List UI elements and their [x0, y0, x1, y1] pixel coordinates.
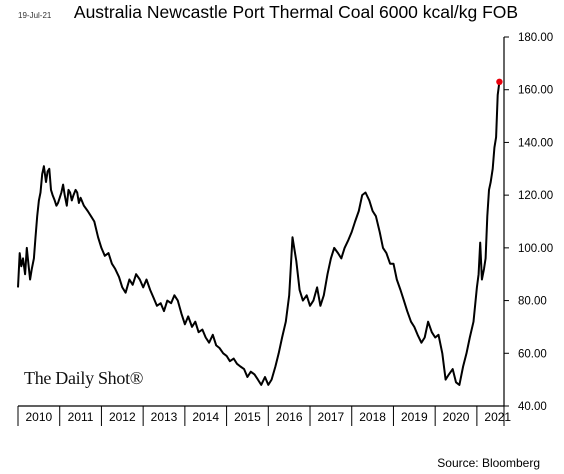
y-tick-label: 120.00 — [518, 190, 553, 202]
y-tick-label: 80.00 — [518, 296, 547, 308]
y-tick-label: 160.00 — [518, 85, 553, 97]
x-tick-label: 2010 — [26, 410, 53, 424]
x-tick-label: 2021 — [484, 410, 511, 424]
x-tick-label: 2018 — [359, 410, 386, 424]
y-tick-label: 180.00 — [518, 32, 553, 44]
x-tick-label: 2017 — [318, 410, 345, 424]
x-axis: 2010 2011 2012 2013 2014 2015 2016 2017 2018 2019… — [17, 405, 511, 426]
series-line — [17, 81, 501, 386]
y-axis: 40.00 60.00 80.00 100.00 120.00 140.00 160.00 1… — [503, 32, 553, 413]
x-tick-label: 2013 — [151, 410, 178, 424]
date-stamp: 19-Jul-21 — [18, 11, 52, 20]
x-tick-label: 2015 — [234, 410, 261, 424]
x-tick-label: 2014 — [192, 410, 219, 424]
y-tick-label: 100.00 — [518, 243, 553, 255]
x-tick-label: 2019 — [401, 410, 428, 424]
last-point-marker — [496, 78, 503, 86]
x-tick-label: 2020 — [443, 410, 470, 424]
x-tick-label: 2011 — [68, 410, 94, 424]
brand-logo: The Daily Shot® — [24, 368, 144, 388]
y-tick-label: 140.00 — [518, 137, 553, 149]
plot-area — [17, 78, 503, 386]
source-note: Source: Bloomberg — [437, 456, 540, 470]
x-tick-label: 2016 — [276, 410, 303, 424]
x-tick-label: 2012 — [109, 410, 136, 424]
y-tick-label: 40.00 — [518, 401, 547, 413]
chart-title: Australia Newcastle Port Thermal Coal 60… — [73, 2, 519, 22]
y-tick-label: 60.00 — [518, 348, 547, 360]
